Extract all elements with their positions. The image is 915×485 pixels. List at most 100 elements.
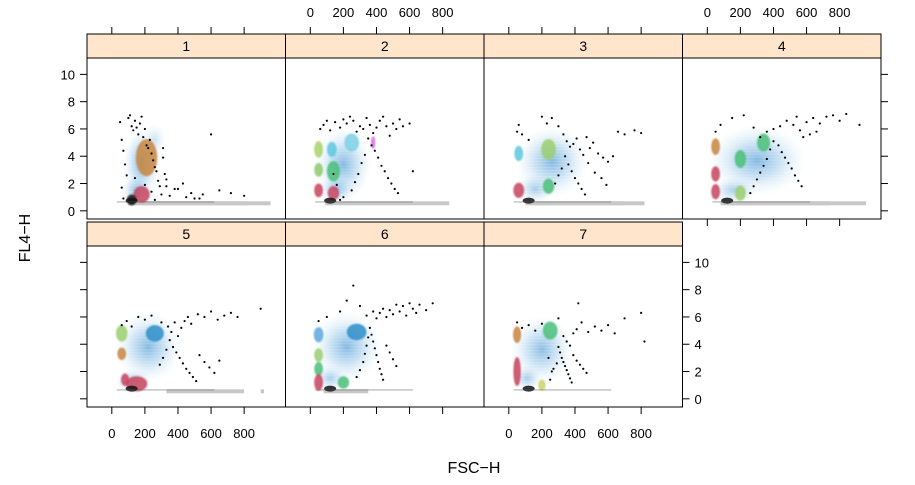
x-tick-label: 600 [597,426,619,441]
data-point [583,193,587,196]
data-point [157,179,160,182]
y-axis-right-7: 0 2 4 6 8 10 [682,255,709,407]
data-point [165,185,168,188]
gate-ellipse [710,183,721,200]
data-point [150,152,153,155]
data-point [578,148,582,151]
data-point [798,129,802,132]
data-point [540,322,543,325]
data-point [377,360,380,364]
data-point [582,367,585,370]
y-axis-title: FL4−H [17,214,34,262]
gate-ellipse [540,138,557,160]
data-point [517,123,520,126]
data-point [431,302,434,305]
data-point [125,319,128,323]
data-point [562,360,565,364]
data-point [355,375,358,379]
saturated-events [141,201,271,206]
data-point [593,171,596,174]
data-point [395,303,398,306]
data-point [790,167,793,170]
data-point [577,182,580,185]
data-point [375,126,378,129]
gate-ellipse [313,183,324,198]
data-point [143,318,146,321]
density-cloud [710,176,757,204]
data-point [152,159,155,162]
x-tick-label: 600 [796,5,818,20]
panel-strip-label: 4 [778,38,786,54]
y-axis-right-4 [881,73,888,212]
x-axis-top-1 [111,27,245,34]
data-point [515,321,519,324]
data-point [557,317,560,320]
y-axis-left-5 [80,261,87,400]
data-point [640,131,643,135]
x-tick-label: 200 [531,426,553,441]
data-point [319,127,322,131]
data-point [520,326,524,329]
gate-ellipse [337,375,350,389]
y-tick-label: 0 [68,204,75,219]
data-point [600,329,603,332]
data-point [181,362,185,365]
data-point [185,196,188,199]
data-point [755,178,759,181]
y-tick-label: 2 [68,177,75,192]
data-point [375,354,378,357]
data-point [606,160,610,163]
data-point [147,146,150,150]
data-point [120,138,123,141]
data-point [568,377,572,380]
data-point [385,344,388,347]
data-point [178,356,181,359]
data-point [580,187,583,191]
x-tick-label: 800 [233,426,255,441]
panel-background [87,58,286,219]
gate-ellipse [513,182,525,199]
data-point [377,156,380,159]
data-point [362,127,365,131]
y-tick-label: 10 [61,67,75,82]
data-point [173,321,176,324]
gate-ellipse [513,356,522,387]
panel-strip [483,221,683,247]
data-point [560,167,563,170]
gate-ellipse [346,323,367,341]
data-point [338,310,342,313]
data-point [545,122,548,125]
data-point [345,122,348,125]
data-point [196,313,199,316]
gate-ellipse [313,361,324,376]
data-point [795,115,798,118]
data-point [405,314,408,317]
data-point [153,198,156,201]
data-point [367,336,370,339]
data-point [388,309,391,312]
data-point [175,351,178,354]
data-point [125,174,128,177]
data-point [818,122,821,125]
y-tick-label: 6 [68,122,75,137]
dense-core [522,197,535,204]
data-point [373,347,376,350]
density-cloud [115,311,182,383]
data-point [587,161,590,165]
data-point [787,161,790,165]
data-point [223,314,226,317]
data-point [742,114,745,117]
data-point [563,364,567,368]
data-point [567,163,570,166]
data-point [135,126,138,129]
data-point [408,122,411,125]
panel-strip-label: 1 [182,38,190,54]
y-tick-label: 4 [68,149,75,164]
data-point [588,146,591,150]
gate-ellipse [542,321,558,340]
data-point [792,123,795,126]
gate-ellipse [370,136,376,150]
gate-ellipse [313,326,324,343]
data-point [418,303,421,306]
